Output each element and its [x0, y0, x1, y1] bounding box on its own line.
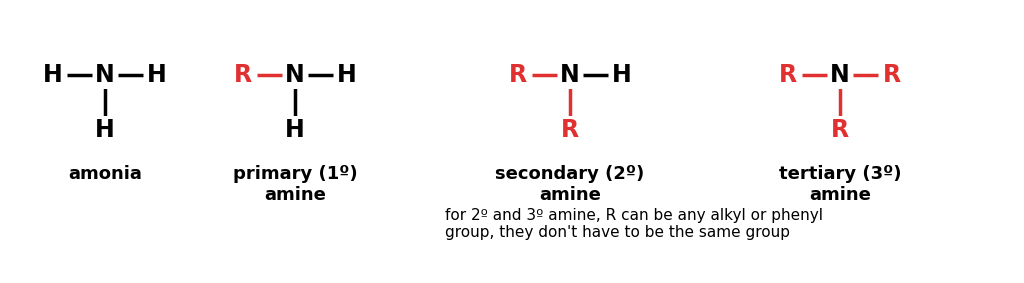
- Text: H: H: [285, 118, 305, 142]
- Text: secondary (2º)
amine: secondary (2º) amine: [496, 165, 645, 204]
- Text: H: H: [95, 118, 115, 142]
- Text: amonia: amonia: [68, 165, 142, 183]
- Text: H: H: [43, 63, 62, 87]
- Text: H: H: [612, 63, 632, 87]
- Text: H: H: [337, 63, 357, 87]
- Text: primary (1º)
amine: primary (1º) amine: [232, 165, 357, 204]
- Text: tertiary (3º)
amine: tertiary (3º) amine: [778, 165, 901, 204]
- Text: R: R: [233, 63, 252, 87]
- Text: N: N: [560, 63, 580, 87]
- Text: R: R: [509, 63, 527, 87]
- Text: R: R: [883, 63, 901, 87]
- Text: R: R: [779, 63, 797, 87]
- Text: R: R: [561, 118, 579, 142]
- Text: N: N: [830, 63, 850, 87]
- Text: N: N: [285, 63, 305, 87]
- Text: H: H: [147, 63, 167, 87]
- Text: R: R: [830, 118, 849, 142]
- Text: N: N: [95, 63, 115, 87]
- Text: for 2º and 3º amine, R can be any alkyl or phenyl
group, they don't have to be t: for 2º and 3º amine, R can be any alkyl …: [445, 208, 823, 240]
